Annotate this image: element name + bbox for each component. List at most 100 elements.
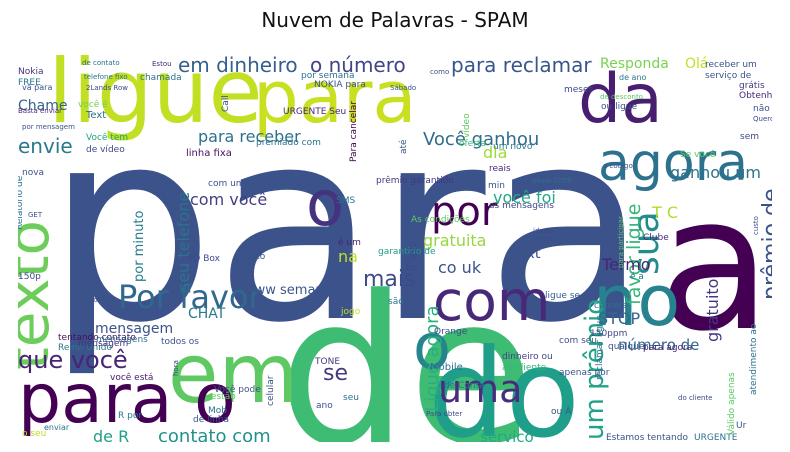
cloud-word: Clube xyxy=(643,233,669,243)
cloud-word: até xyxy=(398,139,409,154)
cloud-word: Mob xyxy=(208,406,227,416)
word-cloud: para de a do em ligue para o no da para agora o com t… xyxy=(18,50,772,442)
cloud-word: da xyxy=(578,60,663,139)
cloud-word: para participar xyxy=(617,216,625,268)
cloud-word: GET xyxy=(28,211,43,219)
cloud-word: atendimento ao xyxy=(749,323,759,395)
cloud-word: dia xyxy=(483,143,507,162)
cloud-word: do xyxy=(428,323,580,442)
cloud-word: reclamar ligue xyxy=(595,315,605,380)
cloud-word: para xyxy=(46,73,648,381)
cloud-word: T C xyxy=(651,203,678,222)
cloud-word: TONE xyxy=(314,357,340,367)
cloud-word: Por favor xyxy=(118,278,262,316)
cloud-word: PD Box xyxy=(188,254,221,264)
cloud-word: URGENTE Seu xyxy=(283,107,346,117)
cloud-word: são xyxy=(388,297,404,307)
cloud-word: texto xyxy=(18,220,62,370)
cloud-word: Para cancelar xyxy=(349,101,359,162)
cloud-word: seu telefone xyxy=(174,192,193,291)
cloud-word: oferta xyxy=(459,139,486,149)
cloud-word: Orange xyxy=(434,327,468,337)
cloud-word: FREE xyxy=(18,78,41,88)
cloud-word: para xyxy=(253,55,417,139)
cloud-word: prêmio de xyxy=(759,188,772,300)
cloud-word: apenas por xyxy=(559,368,610,378)
cloud-word: Você tem xyxy=(86,132,128,143)
cloud-word: de Conta xyxy=(444,381,485,391)
cloud-word: Call xyxy=(221,95,231,112)
cloud-word: enviar xyxy=(44,423,70,432)
cloud-word: por xyxy=(431,189,498,235)
cloud-word: um prêmio xyxy=(580,299,610,440)
cloud-word: SMS xyxy=(336,196,355,206)
cloud-word: mais xyxy=(363,267,416,292)
cloud-word: é a xyxy=(630,271,644,282)
cloud-word: serviço de xyxy=(705,71,752,81)
cloud-word: para o xyxy=(18,360,236,439)
cloud-word: de linha xyxy=(193,415,229,425)
cloud-word: Relatório de xyxy=(18,175,25,230)
cloud-word: prêmio garantido xyxy=(376,175,454,186)
cloud-word: 150ppm xyxy=(590,329,627,339)
cloud-word: min xyxy=(488,181,505,191)
cloud-word: mensagens xyxy=(96,335,148,345)
cloud-word: favor ligue xyxy=(623,204,645,305)
cloud-word: envie xyxy=(18,134,73,158)
cloud-word: gratuita xyxy=(423,231,486,250)
cloud-word: ligue se xyxy=(545,291,581,301)
cloud-word: com você xyxy=(190,190,267,209)
cloud-word: URGENTE xyxy=(694,433,738,442)
cloud-word: Mobile xyxy=(430,362,463,373)
cloud-word: de vídeo xyxy=(86,145,125,155)
cloud-word: txt xyxy=(520,244,541,262)
cloud-word: o número xyxy=(310,53,406,77)
cloud-word: 150p xyxy=(18,272,41,282)
cloud-word: telefone móvel xyxy=(18,297,21,365)
cloud-word: STOP xyxy=(598,309,641,328)
cloud-word: qualquer xyxy=(608,342,648,352)
chart-title: Nuvem de Palavras - SPAM xyxy=(261,8,529,32)
cloud-word: ou ligue xyxy=(601,102,637,112)
cloud-word: para receber xyxy=(198,127,301,146)
cloud-word: Ligue agora xyxy=(422,305,443,412)
cloud-word: Nokia xyxy=(18,67,43,77)
cloud-word: telefone fixo xyxy=(84,73,128,81)
cloud-word: por mensagem xyxy=(22,123,75,131)
cloud-word: sem xyxy=(740,132,759,142)
cloud-word: Basta enviar xyxy=(18,107,62,115)
cloud-word: câmera xyxy=(594,301,628,311)
cloud-word: ou À xyxy=(551,405,572,417)
cloud-word: contato com xyxy=(158,426,271,442)
cloud-word: do cliente xyxy=(678,394,712,402)
cloud-word: de R xyxy=(93,427,129,442)
cloud-word: é um xyxy=(338,237,361,248)
cloud-word: ligue xyxy=(48,50,263,143)
cloud-word: com seu xyxy=(559,336,597,346)
cloud-word: jogo xyxy=(340,307,361,317)
cloud-word: vídeo xyxy=(462,113,472,138)
cloud-word: para agora xyxy=(643,343,692,353)
cloud-word: mensagem xyxy=(78,339,128,349)
cloud-word: www semana xyxy=(244,283,332,298)
cloud-word: por semana xyxy=(301,71,355,81)
cloud-word: crédito xyxy=(234,251,266,262)
cloud-word: ao cliente xyxy=(502,363,547,373)
cloud-word: chamada xyxy=(140,73,182,83)
cloud-word: o xyxy=(413,310,451,383)
cloud-word: estão xyxy=(211,392,236,402)
cloud-word: na xyxy=(338,247,358,266)
cloud-word: Chame xyxy=(18,98,67,114)
cloud-word: de contato xyxy=(82,59,120,67)
cloud-word: Estamos tentando xyxy=(606,433,688,442)
cloud-word: As condições xyxy=(411,215,470,225)
cloud-word: ano xyxy=(316,401,333,411)
cloud-word: serviço xyxy=(480,428,534,442)
cloud-word: Você ganhou xyxy=(423,129,539,150)
cloud-word: por minuto xyxy=(132,210,147,282)
cloud-word: receber um xyxy=(705,60,757,70)
cloud-word: Termo xyxy=(601,255,651,274)
cloud-word: ganhou um xyxy=(670,163,761,182)
cloud-word: Válido apenas xyxy=(727,372,737,435)
